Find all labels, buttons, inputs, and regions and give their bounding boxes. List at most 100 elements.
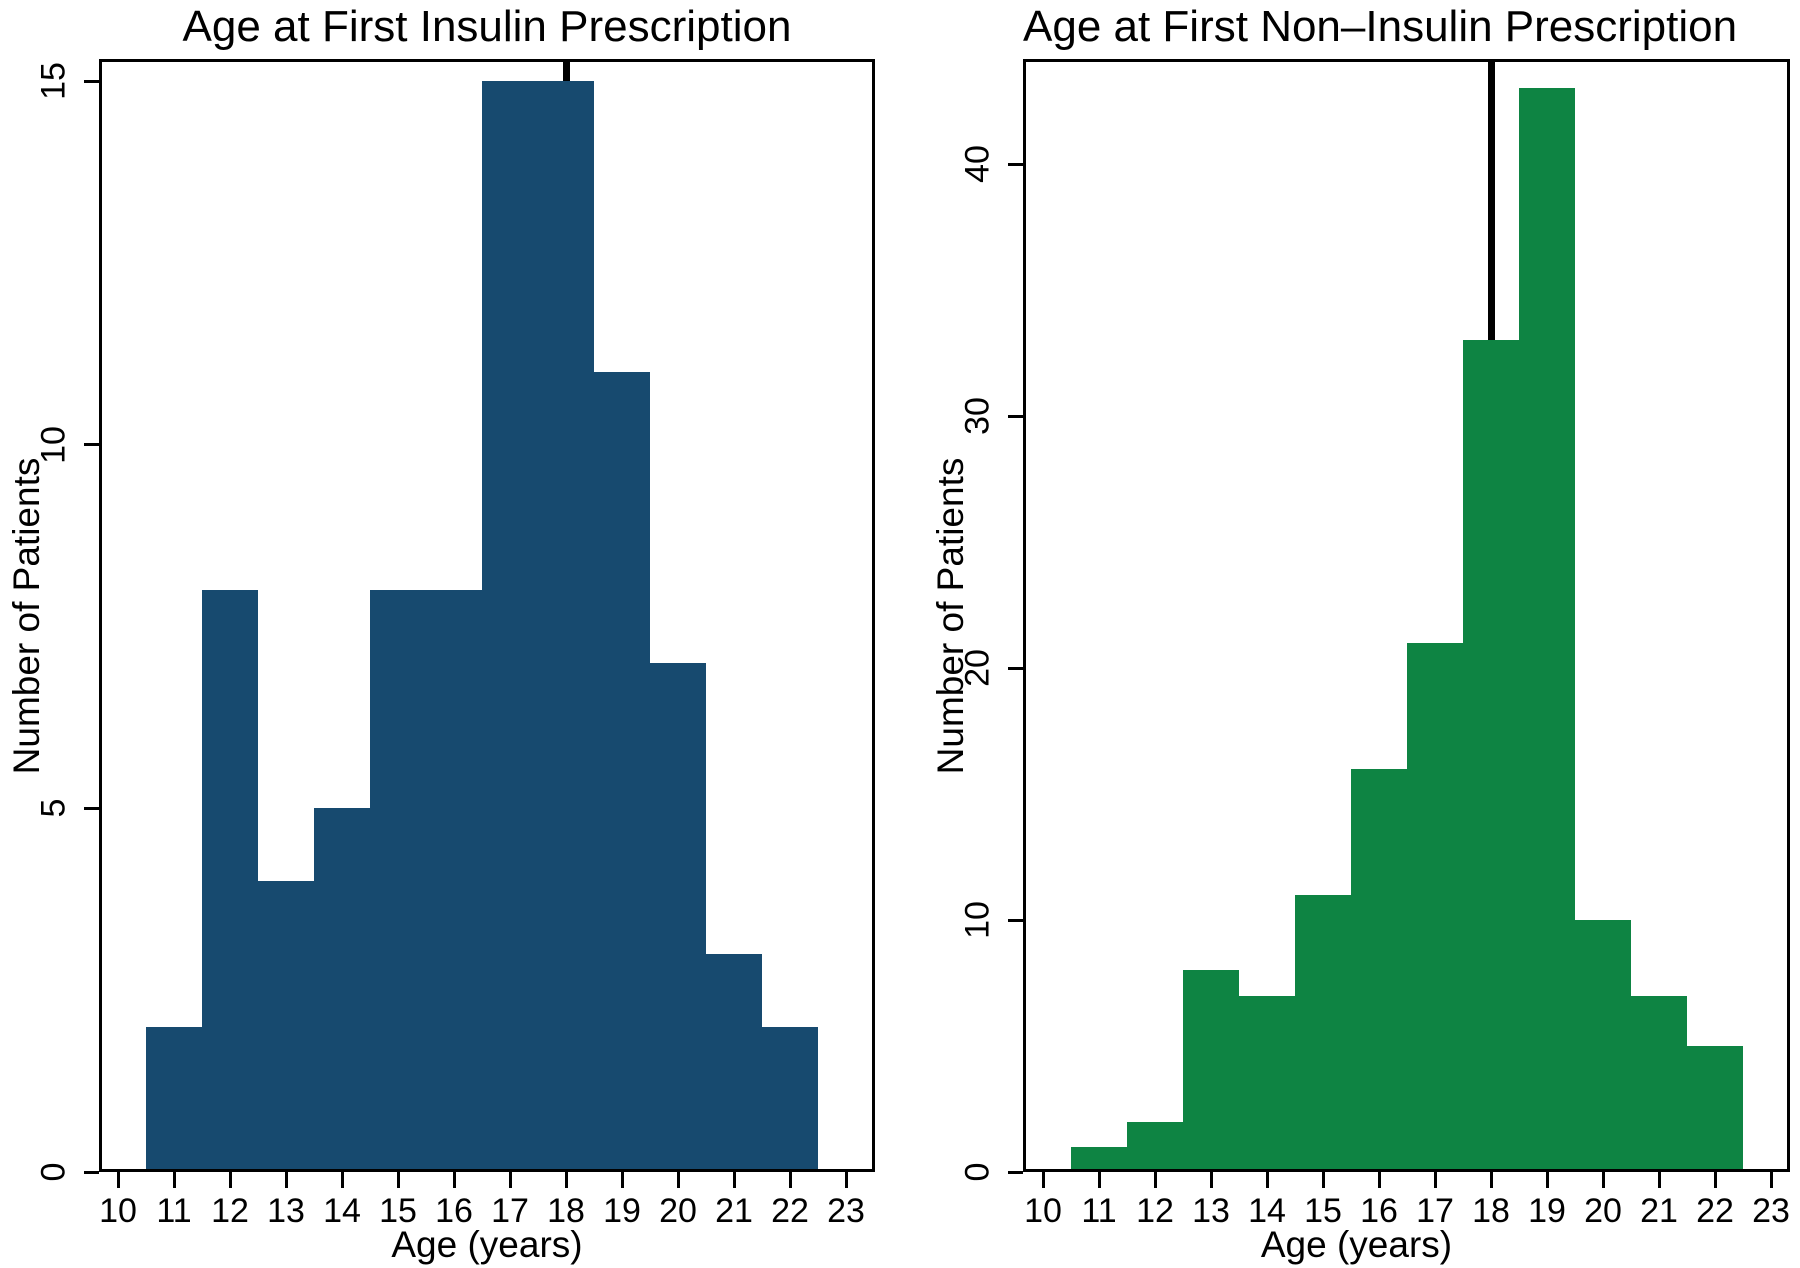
x-tick-label: 14 [323, 1192, 361, 1230]
histogram-bar [1519, 88, 1575, 1172]
x-tick-label: 16 [1360, 1192, 1398, 1230]
x-axis-tick [1097, 1172, 1101, 1188]
y-tick-label-text: 5 [34, 798, 73, 818]
x-tick-label: 21 [1640, 1192, 1678, 1230]
y-tick-label: 5 [35, 799, 74, 818]
y-tick-label-text: 40 [958, 145, 997, 183]
x-axis-tick [452, 1172, 456, 1188]
x-axis-tick [732, 1172, 736, 1188]
x-tick-label: 22 [1696, 1192, 1734, 1230]
x-axis-tick [396, 1172, 400, 1188]
x-axis-tick [1769, 1172, 1773, 1188]
histogram-bar [1687, 1046, 1743, 1172]
y-axis-tick [84, 79, 99, 83]
histogram-bar [1575, 920, 1631, 1172]
histogram-bar [1463, 340, 1519, 1172]
x-axis-label: Age (years) [1260, 1224, 1453, 1265]
histogram-bar [594, 371, 650, 1172]
chart-title: Age at First Non–Insulin Prescription [1023, 2, 1738, 51]
histogram-bar [1407, 642, 1463, 1172]
x-axis-tick [844, 1172, 848, 1188]
histogram-bar [1631, 995, 1687, 1172]
x-axis-tick [1153, 1172, 1157, 1188]
histogram-bar [426, 590, 482, 1172]
y-axis-label: Number of Patients [930, 457, 971, 775]
x-axis-tick [340, 1172, 344, 1188]
histogram-bar [1183, 970, 1239, 1172]
y-tick-label-text: 0 [34, 1162, 73, 1182]
histogram-bar [1071, 1146, 1127, 1172]
histogram-bar [1239, 995, 1295, 1172]
x-axis-tick [1713, 1172, 1717, 1188]
x-tick-label: 12 [211, 1192, 249, 1230]
x-tick-label: 11 [1081, 1192, 1117, 1230]
x-axis-tick [116, 1172, 120, 1188]
histogram-bar [314, 808, 370, 1172]
x-tick-label: 12 [1136, 1192, 1174, 1230]
histogram-bar [146, 1026, 202, 1172]
x-axis-label: Age (years) [391, 1224, 583, 1265]
y-tick-label-text: 10 [958, 901, 997, 939]
y-tick-label: 0 [959, 1163, 998, 1182]
x-tick-label: 11 [156, 1192, 192, 1230]
x-tick-label: 15 [379, 1192, 417, 1230]
y-axis-tick [1008, 666, 1023, 670]
y-axis-tick [1008, 414, 1023, 418]
x-axis-tick [284, 1172, 288, 1188]
histogram-bar [1127, 1121, 1183, 1172]
histogram-bar [1295, 894, 1351, 1172]
y-tick-label: 10 [959, 901, 998, 939]
y-axis-tick [1008, 1170, 1023, 1174]
x-axis-tick [1377, 1172, 1381, 1188]
y-axis-tick [84, 806, 99, 810]
y-tick-label-text: 15 [34, 62, 73, 100]
y-axis-tick [1008, 918, 1023, 922]
x-tick-label: 19 [1528, 1192, 1566, 1230]
chart-title: Age at First Insulin Prescription [182, 2, 792, 51]
x-axis-tick [620, 1172, 624, 1188]
x-tick-label: 21 [715, 1192, 753, 1230]
x-axis-tick [1489, 1172, 1493, 1188]
x-tick-label: 20 [1584, 1192, 1622, 1230]
x-axis-tick [1209, 1172, 1213, 1188]
x-tick-label: 17 [1416, 1192, 1454, 1230]
x-axis-tick [1321, 1172, 1325, 1188]
x-axis-tick [1657, 1172, 1661, 1188]
y-axis-tick [84, 1170, 99, 1174]
histogram-bar [762, 1026, 818, 1172]
plot-box [99, 59, 875, 1172]
median-age-line [1487, 62, 1495, 341]
right-chart: Age at First Non–Insulin Prescription 10… [900, 0, 1800, 1268]
x-axis-tick [788, 1172, 792, 1188]
histogram-bar [258, 881, 314, 1172]
x-axis-tick [676, 1172, 680, 1188]
x-tick-label: 23 [827, 1192, 865, 1230]
histogram-bar [1351, 768, 1407, 1172]
y-tick-label-text: 30 [958, 397, 997, 435]
y-axis-tick [1008, 162, 1023, 166]
y-tick-label: 30 [959, 397, 998, 435]
x-tick-label: 23 [1752, 1192, 1790, 1230]
histogram-bar [202, 590, 258, 1172]
x-tick-label: 10 [1024, 1192, 1062, 1230]
y-tick-label: 0 [35, 1163, 74, 1182]
x-axis-tick [1601, 1172, 1605, 1188]
x-tick-label: 22 [771, 1192, 809, 1230]
x-tick-label: 15 [1304, 1192, 1342, 1230]
x-axis-tick [564, 1172, 568, 1188]
x-axis-tick [1041, 1172, 1045, 1188]
x-axis-tick [508, 1172, 512, 1188]
x-axis-tick [1433, 1172, 1437, 1188]
x-tick-label: 10 [99, 1192, 137, 1230]
y-axis-tick [84, 443, 99, 447]
x-tick-label: 13 [267, 1192, 305, 1230]
histogram-bar [538, 81, 594, 1172]
y-tick-label: 40 [959, 145, 998, 183]
x-tick-label: 20 [659, 1192, 697, 1230]
plot-box [1023, 59, 1790, 1172]
histogram-bar [706, 953, 762, 1172]
histogram-bar [650, 662, 706, 1172]
x-axis-tick [228, 1172, 232, 1188]
x-tick-label: 18 [547, 1192, 585, 1230]
